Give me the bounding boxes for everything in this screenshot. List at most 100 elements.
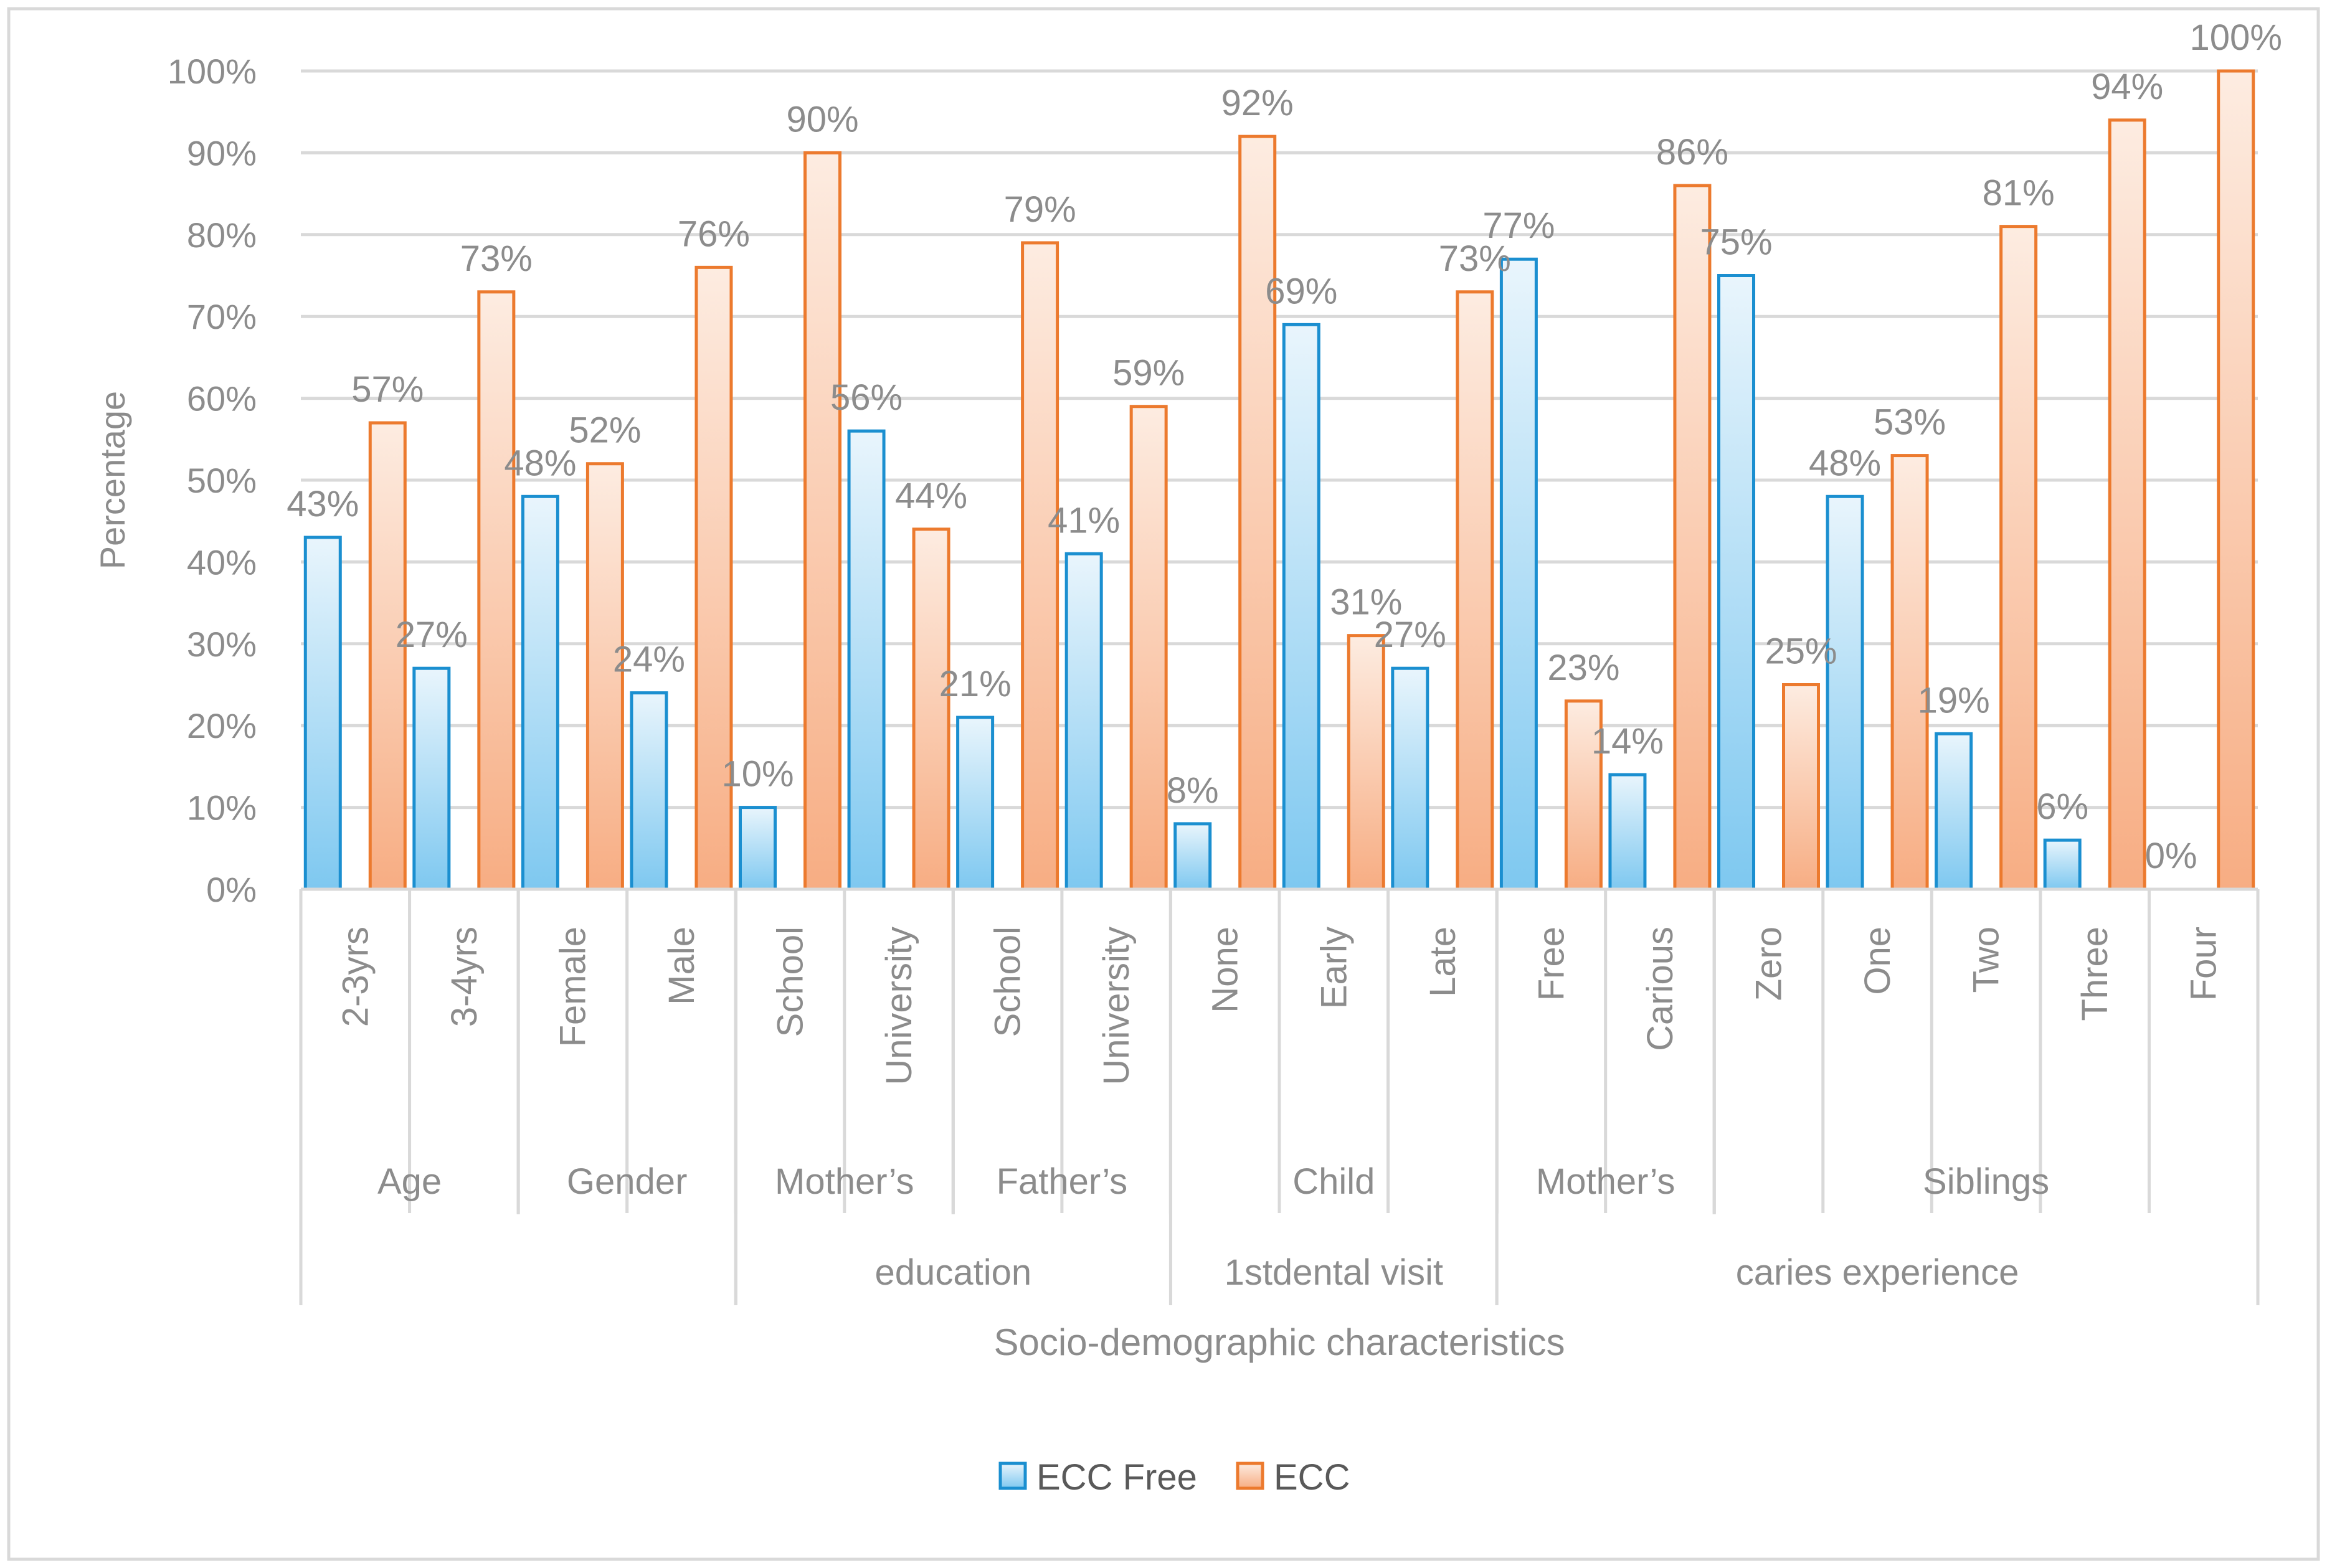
category-label: 2-3yrs xyxy=(335,927,376,1027)
data-label-ecc-free: 77% xyxy=(1482,205,1555,246)
group-label: Gender xyxy=(567,1161,687,1202)
group-label: Siblings xyxy=(1923,1161,2049,1202)
category-label: School xyxy=(988,927,1028,1037)
category-label: Four xyxy=(2184,927,2224,1001)
data-label-ecc: 86% xyxy=(1656,132,1728,172)
bar-ecc-free xyxy=(956,716,995,891)
data-label-ecc: 94% xyxy=(2091,67,2163,107)
data-label-ecc-free: 27% xyxy=(396,615,468,655)
data-label-ecc-free: 14% xyxy=(1591,721,1664,762)
category-label: University xyxy=(879,927,919,1085)
y-tick-label: 60% xyxy=(187,379,257,418)
data-label-ecc: 52% xyxy=(569,410,641,451)
y-tick-label: 0% xyxy=(206,870,257,909)
data-label-ecc-free: 69% xyxy=(1265,271,1337,311)
bar-ecc xyxy=(1782,683,1820,891)
data-label-ecc: 79% xyxy=(1004,189,1076,230)
bar-ecc-free xyxy=(1391,666,1429,891)
legend-ecc-free-swatch xyxy=(998,1462,1027,1490)
data-label-ecc: 23% xyxy=(1547,648,1619,688)
bar-ecc xyxy=(803,151,841,891)
legend-ecc-free-label: ECC Free xyxy=(1036,1457,1197,1498)
data-label-ecc-free: 75% xyxy=(1700,222,1772,263)
bar-ecc-free xyxy=(1064,552,1103,891)
data-label-ecc-free: 21% xyxy=(939,664,1012,704)
y-tick-label: 40% xyxy=(187,542,257,582)
group-sublabel: education xyxy=(875,1252,1032,1293)
data-label-ecc: 73% xyxy=(460,239,533,279)
group-sublabel: 1stdental visit xyxy=(1225,1252,1443,1293)
category-label: One xyxy=(1857,927,1898,995)
bar-ecc-free xyxy=(1499,257,1538,891)
data-label-ecc-free: 48% xyxy=(1809,443,1881,483)
data-label-ecc-free: 27% xyxy=(1374,615,1446,655)
category-label: School xyxy=(770,927,811,1037)
data-label-ecc: 57% xyxy=(351,369,424,410)
bar-ecc-free xyxy=(630,691,668,891)
bar-ecc xyxy=(368,421,407,891)
y-tick-label: 80% xyxy=(187,215,257,255)
group-label: Age xyxy=(377,1161,442,1202)
y-tick-label: 70% xyxy=(187,297,257,336)
bar-ecc-free xyxy=(1826,494,1864,891)
bar-ecc xyxy=(1890,454,1929,891)
data-label-ecc: 100% xyxy=(2190,17,2282,58)
data-label-ecc-free: 8% xyxy=(1167,770,1219,811)
data-label-ecc-free: 19% xyxy=(1918,680,1990,720)
legend-ecc-label: ECC xyxy=(1274,1457,1350,1498)
bar-ecc xyxy=(694,265,733,891)
data-label-ecc: 73% xyxy=(1439,239,1511,279)
legend-ecc-swatch xyxy=(1236,1462,1264,1490)
category-label: Zero xyxy=(1749,927,1789,1001)
category-label: Carious xyxy=(1640,927,1680,1051)
y-tick-label: 20% xyxy=(187,706,257,745)
category-label: 3-4yrs xyxy=(444,927,485,1027)
data-label-ecc: 81% xyxy=(1983,173,2055,214)
data-label-ecc: 59% xyxy=(1112,353,1185,394)
group-label: Child xyxy=(1292,1161,1375,1202)
data-label-ecc-free: 48% xyxy=(504,443,576,483)
data-label-ecc: 92% xyxy=(1221,83,1294,123)
category-label: None xyxy=(1205,927,1246,1013)
category-label: Late xyxy=(1423,927,1463,997)
bar-ecc xyxy=(1456,290,1494,891)
bar-ecc xyxy=(1347,634,1385,891)
data-label-ecc: 90% xyxy=(786,99,858,139)
data-label-ecc-free: 43% xyxy=(287,484,359,524)
group-label: Father’s xyxy=(997,1161,1128,1202)
data-label-ecc-free: 41% xyxy=(1048,500,1120,541)
data-label-ecc-free: 0% xyxy=(2145,836,2197,876)
bar-ecc xyxy=(1673,184,1712,891)
category-label: Free xyxy=(1531,927,1571,1001)
bar-ecc xyxy=(1238,135,1277,891)
bar-ecc xyxy=(585,462,624,891)
category-label: University xyxy=(1096,927,1137,1085)
y-tick-label: 10% xyxy=(187,788,257,828)
bar-ecc-free xyxy=(1173,822,1212,891)
bar-ecc xyxy=(1021,241,1059,891)
bar-ecc-free xyxy=(2043,838,2082,891)
data-label-ecc: 31% xyxy=(1330,582,1402,623)
data-label-ecc: 53% xyxy=(1874,402,1946,443)
bar-ecc-free xyxy=(521,494,559,891)
category-label: Two xyxy=(1966,927,2007,993)
bar-ecc-free xyxy=(847,429,886,891)
bar-ecc-free xyxy=(1717,274,1755,891)
bar-ecc xyxy=(2217,69,2255,891)
category-label: Early xyxy=(1314,927,1354,1009)
data-label-ecc-free: 6% xyxy=(2036,786,2088,827)
bar-ecc-free xyxy=(412,666,451,891)
category-label: Three xyxy=(2075,927,2115,1021)
category-label: Male xyxy=(661,927,702,1005)
bar-ecc xyxy=(477,290,516,891)
group-label: Mother’s xyxy=(775,1161,914,1202)
bar-ecc-free xyxy=(739,806,777,891)
category-label: Female xyxy=(552,927,593,1047)
bar-ecc xyxy=(1999,225,2038,891)
data-label-ecc-free: 24% xyxy=(613,640,685,680)
data-label-ecc: 25% xyxy=(1765,631,1837,672)
data-label-ecc-free: 56% xyxy=(830,377,903,418)
bar-ecc-free xyxy=(1608,773,1647,891)
